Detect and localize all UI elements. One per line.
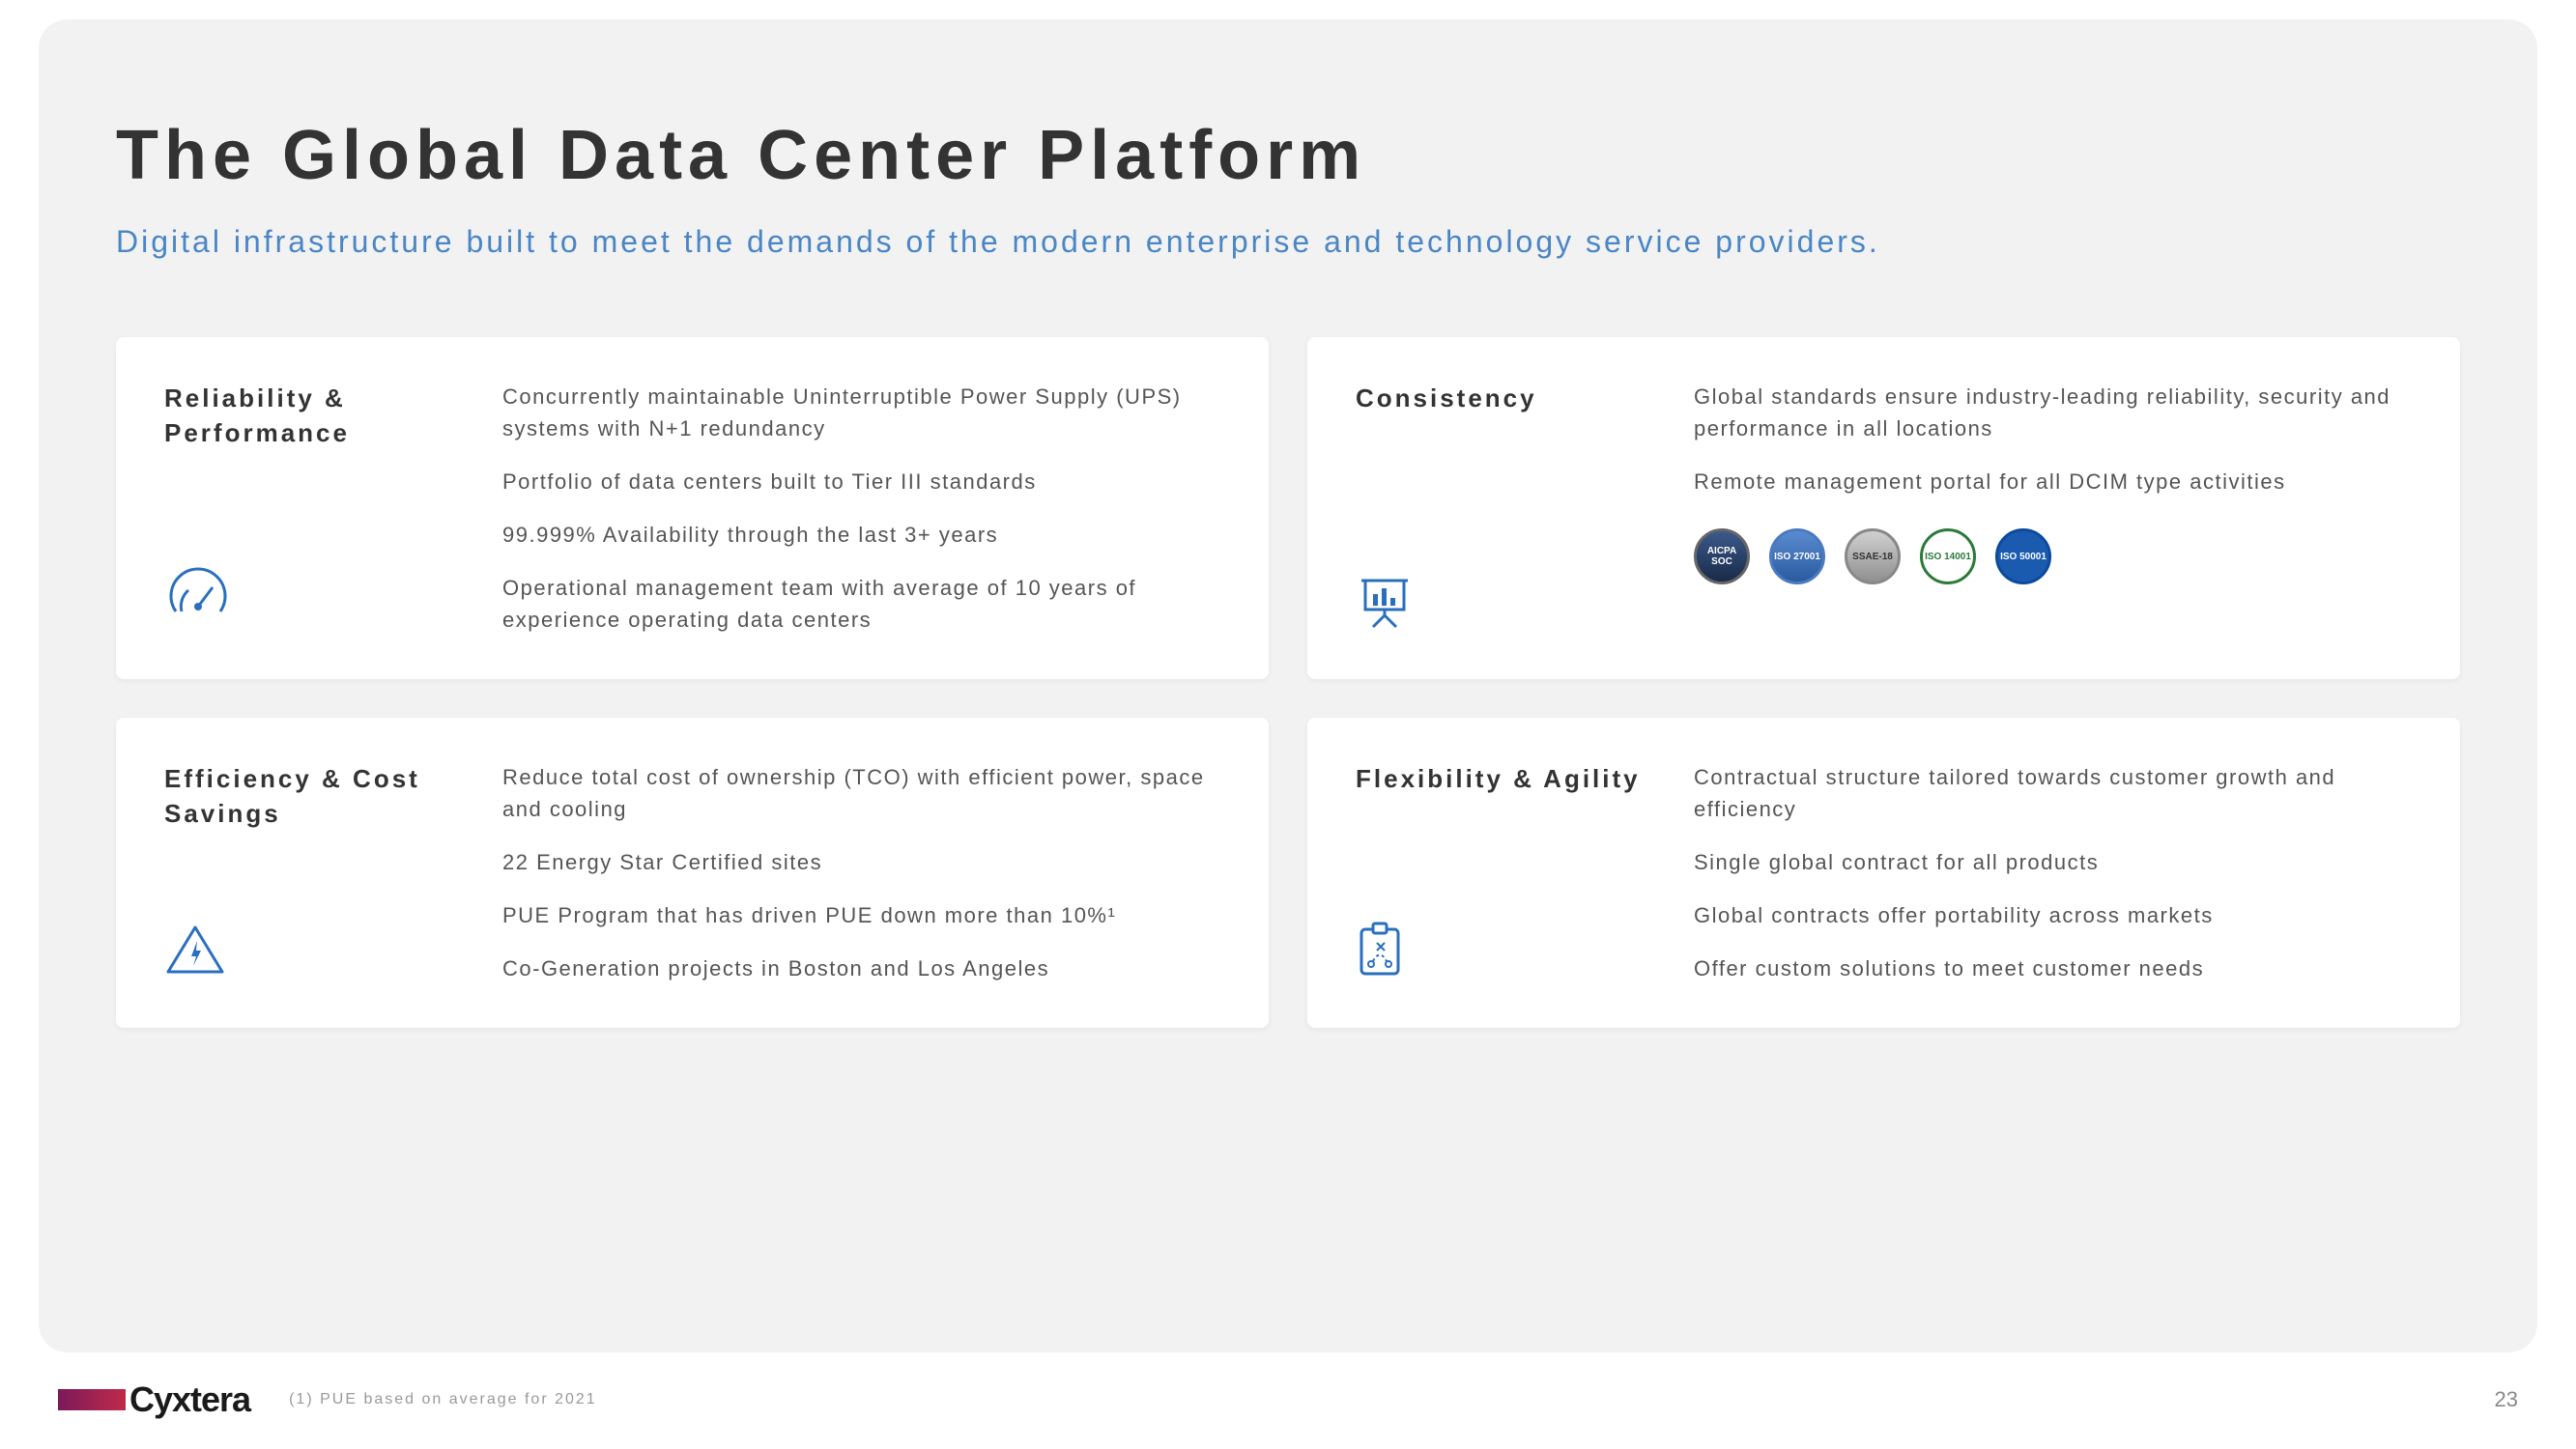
- bullet: 22 Energy Star Certified sites: [502, 846, 1220, 878]
- bullet: Concurrently maintainable Uninterruptibl…: [502, 381, 1220, 444]
- bullet: Remote management portal for all DCIM ty…: [1694, 466, 2412, 497]
- card-flexibility: Flexibility & Agility Contractual struct…: [1307, 718, 2460, 1028]
- logo-bar-icon: [58, 1389, 126, 1410]
- badge-iso50001-icon: ISO 50001: [1995, 528, 2051, 584]
- bullet: PUE Program that has driven PUE down mor…: [502, 899, 1220, 931]
- bullet: Co-Generation projects in Boston and Los…: [502, 952, 1220, 984]
- badge-iso27001-icon: ISO 27001: [1769, 528, 1825, 584]
- card-title: Flexibility & Agility: [1356, 761, 1646, 796]
- bullet: Global standards ensure industry-leading…: [1694, 381, 2412, 444]
- bullet: Contractual structure tailored towards c…: [1694, 761, 2412, 825]
- footer: Cyxtera (1) PUE based on average for 202…: [58, 1379, 2518, 1420]
- badge-ssae18-icon: SSAE-18: [1845, 528, 1901, 584]
- card-title: Efficiency & Cost Savings: [164, 761, 454, 832]
- lightning-triangle-icon: [164, 922, 227, 984]
- badge-iso14001-icon: ISO 14001: [1920, 528, 1976, 584]
- card-reliability: Reliability & Performance Concurrently m…: [116, 337, 1269, 679]
- bullet: Reduce total cost of ownership (TCO) wit…: [502, 761, 1220, 825]
- card-title: Reliability & Performance: [164, 381, 454, 451]
- cards-grid: Reliability & Performance Concurrently m…: [116, 337, 2460, 1028]
- slide-container: The Global Data Center Platform Digital …: [39, 19, 2537, 1352]
- page-title: The Global Data Center Platform: [116, 116, 2460, 195]
- gauge-icon: [164, 563, 232, 636]
- bullet: Portfolio of data centers built to Tier …: [502, 466, 1220, 497]
- bullet: Global contracts offer portability acros…: [1694, 899, 2412, 931]
- logo-block: Cyxtera (1) PUE based on average for 202…: [58, 1379, 597, 1420]
- presentation-chart-icon: [1356, 573, 1414, 636]
- tactics-board-icon: [1356, 920, 1404, 984]
- badge-soc-icon: AICPA SOC: [1694, 528, 1750, 584]
- bullet: Offer custom solutions to meet customer …: [1694, 952, 2412, 984]
- bullet: 99.999% Availability through the last 3+…: [502, 519, 1220, 551]
- card-efficiency: Efficiency & Cost Savings Reduce total c…: [116, 718, 1269, 1028]
- page-subtitle: Digital infrastructure built to meet the…: [116, 224, 2460, 260]
- footnote: (1) PUE based on average for 2021: [289, 1391, 597, 1408]
- bullet: Single global contract for all products: [1694, 846, 2412, 878]
- card-title: Consistency: [1356, 381, 1646, 415]
- logo-text: Cyxtera: [129, 1379, 250, 1420]
- bullet: Operational management team with average…: [502, 572, 1220, 636]
- card-consistency: Consistency Global standards ensur: [1307, 337, 2460, 679]
- certification-badges: AICPA SOC ISO 27001 SSAE-18 ISO 14001 IS…: [1694, 528, 2412, 584]
- page-number: 23: [2495, 1387, 2518, 1412]
